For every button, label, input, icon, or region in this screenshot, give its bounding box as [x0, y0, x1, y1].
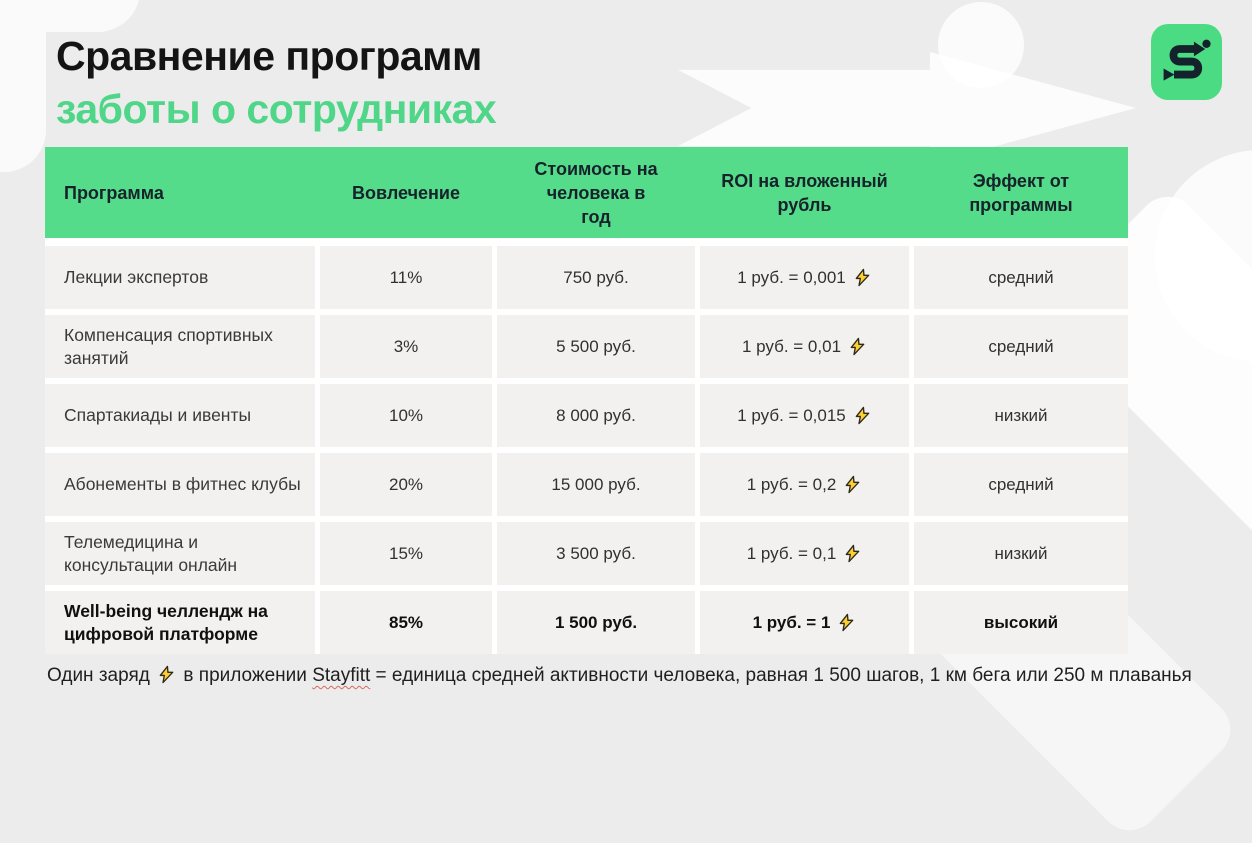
roi-cell: 1 руб. = 0,01 — [700, 315, 909, 378]
roi-cell: 1 руб. = 0,1 — [700, 522, 909, 585]
comparison-table: Программа Вовлечение Стоимость на челове… — [45, 147, 1128, 654]
lightning-icon — [840, 613, 854, 632]
roi-cell: 1 руб. = 0,2 — [700, 453, 909, 516]
effect-cell: средний — [914, 246, 1128, 309]
footer-text-3: = единица средней активности человека, р… — [375, 665, 1192, 686]
table-header-row: Программа Вовлечение Стоимость на челове… — [45, 147, 1128, 238]
program-cell: Спартакиады и ивенты — [45, 384, 315, 447]
header-roi: ROI на вложенный рубль — [721, 170, 888, 215]
roi-cell: 1 руб. = 1 — [700, 591, 909, 654]
cost-cell: 750 руб. — [497, 246, 695, 309]
title-line-1: Сравнение программ — [56, 33, 482, 79]
table-row: Телемедицина и консультации онлайн 15% 3… — [45, 522, 1128, 585]
lightning-icon — [850, 337, 865, 356]
lightning-icon — [845, 475, 860, 494]
cost-cell: 1 500 руб. — [497, 591, 695, 654]
header-engagement: Вовлечение — [352, 182, 460, 203]
title-line-2: заботы о сотрудниках — [56, 86, 497, 132]
lightning-icon — [855, 406, 870, 425]
effect-cell: средний — [914, 315, 1128, 378]
cost-cell: 15 000 руб. — [497, 453, 695, 516]
engagement-cell: 3% — [320, 315, 492, 378]
table-row: Спартакиады и ивенты 10% 8 000 руб. 1 ру… — [45, 384, 1128, 447]
roi-cell: 1 руб. = 0,001 — [700, 246, 909, 309]
s-arrow-logo-icon — [1163, 39, 1211, 81]
app-name: Stayfitt — [312, 665, 371, 686]
engagement-cell: 10% — [320, 384, 492, 447]
program-cell: Компенсация спортивных занятий — [45, 315, 315, 378]
program-cell: Телемедицина и консультации онлайн — [45, 522, 315, 585]
cost-cell: 3 500 руб. — [497, 522, 695, 585]
engagement-cell: 11% — [320, 246, 492, 309]
footer-text-1: Один заряд — [47, 665, 150, 686]
engagement-cell: 20% — [320, 453, 492, 516]
table-body: Лекции экспертов 11% 750 руб. 1 руб. = 0… — [45, 246, 1128, 654]
effect-cell: низкий — [914, 522, 1128, 585]
program-cell: Well-being челлендж на цифровой платформ… — [45, 591, 315, 654]
engagement-cell: 15% — [320, 522, 492, 585]
footer-note: Один заряд в приложении Stayfitt = едини… — [47, 663, 1227, 688]
table-row: Абонементы в фитнес клубы 20% 15 000 руб… — [45, 453, 1128, 516]
header-program: Программа — [64, 182, 164, 203]
program-cell: Абонементы в фитнес клубы — [45, 453, 315, 516]
cost-cell: 5 500 руб. — [497, 315, 695, 378]
effect-cell: средний — [914, 453, 1128, 516]
lightning-icon — [159, 665, 174, 684]
cost-cell: 8 000 руб. — [497, 384, 695, 447]
program-cell: Лекции экспертов — [45, 246, 315, 309]
slide-title: Сравнение программ заботы о сотрудниках — [56, 30, 497, 136]
stayfitt-logo — [1151, 24, 1222, 100]
table-row: Well-being челлендж на цифровой платформ… — [45, 591, 1128, 654]
effect-cell: низкий — [914, 384, 1128, 447]
engagement-cell: 85% — [320, 591, 492, 654]
lightning-icon — [845, 544, 860, 563]
table-row: Лекции экспертов 11% 750 руб. 1 руб. = 0… — [45, 246, 1128, 309]
lightning-icon — [855, 268, 870, 287]
header-cost: Стоимость на человека в год — [534, 158, 658, 227]
table-row: Компенсация спортивных занятий 3% 5 500 … — [45, 315, 1128, 378]
header-effect: Эффект от программы — [969, 170, 1073, 215]
roi-cell: 1 руб. = 0,015 — [700, 384, 909, 447]
effect-cell: высокий — [914, 591, 1128, 654]
background-corner-shape — [0, 0, 46, 172]
footer-text-2: в приложении — [183, 665, 307, 686]
